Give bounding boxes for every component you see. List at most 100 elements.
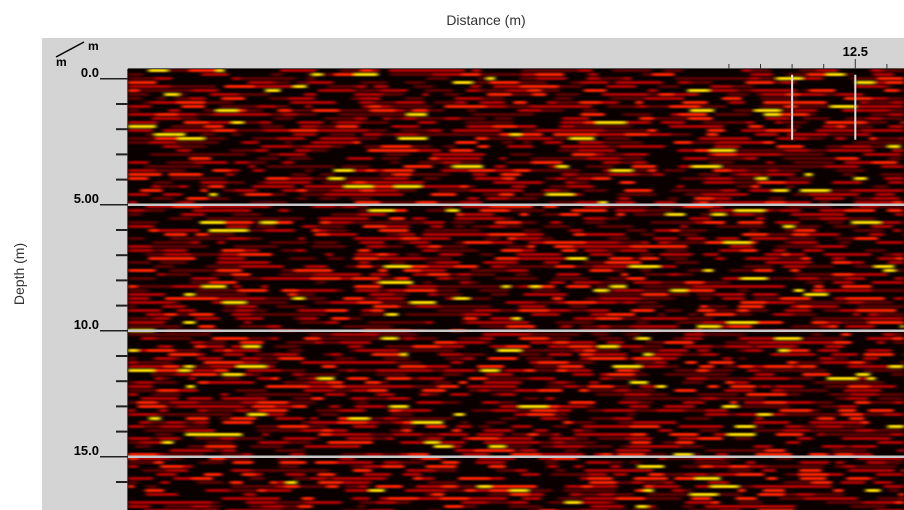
reflector-segment <box>742 233 768 236</box>
reflector-segment <box>765 117 791 120</box>
reflector-segment <box>584 233 596 236</box>
reflector-segment <box>189 369 216 372</box>
reflector-segment <box>676 321 703 324</box>
reflector-segment <box>438 353 461 356</box>
reflector-segment <box>477 365 504 368</box>
reflector-segment <box>176 313 191 316</box>
reflector-segment <box>511 433 529 436</box>
reflector-segment <box>146 133 156 136</box>
reflector-segment <box>393 173 411 176</box>
reflector-segment <box>321 173 335 176</box>
reflector-segment <box>244 205 271 208</box>
reflector-segment <box>363 473 392 476</box>
reflector-segment <box>168 173 175 176</box>
reflector-segment <box>725 341 749 344</box>
reflector-segment <box>845 209 858 212</box>
reflector-segment <box>539 237 554 240</box>
reflector-segment <box>644 485 653 488</box>
reflector-segment <box>638 401 653 404</box>
reflector-segment <box>269 97 289 100</box>
reflector-segment <box>514 413 528 416</box>
reflector-segment <box>516 125 537 128</box>
reflector-segment <box>192 365 211 368</box>
reflector-segment <box>569 117 589 120</box>
reflector-segment <box>303 297 314 300</box>
reflector-segment <box>499 157 506 160</box>
reflector-segment <box>359 101 375 104</box>
reflector-segment <box>593 177 611 180</box>
reflector-segment <box>247 337 273 340</box>
reflector-segment <box>781 97 798 100</box>
reflector-segment <box>885 461 903 464</box>
reflector-segment <box>799 461 814 464</box>
reflector-segment <box>815 133 828 136</box>
reflector-segment <box>217 297 240 300</box>
reflector-segment <box>489 477 505 480</box>
reflector-segment <box>347 157 373 160</box>
reflector-segment <box>367 149 395 152</box>
reflector-segment <box>886 189 904 192</box>
reflector-segment <box>328 233 357 236</box>
reflector-segment <box>355 205 368 208</box>
reflector-segment <box>153 293 165 296</box>
reflector-segment <box>506 105 530 108</box>
reflector-segment <box>136 381 153 384</box>
reflector-segment <box>422 249 437 252</box>
reflector-segment <box>750 377 768 380</box>
reflector-segment <box>706 133 719 136</box>
reflector-segment <box>668 353 681 356</box>
reflector-segment <box>382 453 401 456</box>
reflector-segment <box>471 409 494 412</box>
reflector-segment <box>278 209 290 212</box>
reflector-segment <box>902 105 904 108</box>
reflector-segment <box>499 233 526 236</box>
reflector-segment <box>777 137 788 140</box>
reflector-segment <box>333 137 357 140</box>
reflector-segment <box>521 249 535 252</box>
reflector-segment <box>781 297 811 300</box>
reflector-segment <box>211 289 239 292</box>
reflector-segment <box>783 265 806 268</box>
reflector-segment <box>607 289 614 292</box>
reflector-segment <box>246 369 274 372</box>
reflector-segment <box>250 373 262 376</box>
reflector-segment <box>733 377 751 380</box>
reflector-segment <box>874 481 893 484</box>
reflector-segment <box>503 217 513 220</box>
reflector-segment <box>866 337 894 340</box>
reflector-segment <box>325 393 346 396</box>
reflector-segment <box>198 325 215 328</box>
reflector-segment <box>739 365 753 368</box>
reflector-segment <box>173 285 203 288</box>
reflector-segment <box>537 433 554 436</box>
reflector-segment <box>863 353 894 356</box>
reflector-segment <box>400 385 413 388</box>
reflector-segment <box>452 153 461 156</box>
reflector-segment <box>327 381 343 384</box>
reflector-segment <box>827 221 843 224</box>
reflector-segment <box>404 301 412 304</box>
reflector-segment <box>875 137 901 140</box>
reflector-segment <box>587 409 605 412</box>
reflector-segment <box>144 209 165 212</box>
reflector-segment <box>630 425 660 428</box>
reflector-segment <box>292 373 302 376</box>
reflector-segment <box>250 313 281 316</box>
reflector-segment <box>166 421 183 424</box>
reflector-segment <box>591 149 615 152</box>
reflector-segment <box>343 217 369 220</box>
reflector-segment <box>333 333 354 336</box>
reflector-segment <box>319 137 333 140</box>
reflector-segment <box>288 157 312 160</box>
reflector-segment <box>895 141 904 144</box>
reflector-segment <box>456 213 463 216</box>
reflector-segment <box>833 489 844 492</box>
reflector-segment <box>558 149 578 152</box>
reflector-segment <box>151 393 181 396</box>
reflector-segment <box>479 289 493 292</box>
reflector-segment <box>257 429 280 432</box>
reflector-segment <box>169 269 193 272</box>
reflector-segment <box>637 465 664 468</box>
reflector-segment <box>399 461 425 464</box>
reflector-segment <box>792 233 809 236</box>
